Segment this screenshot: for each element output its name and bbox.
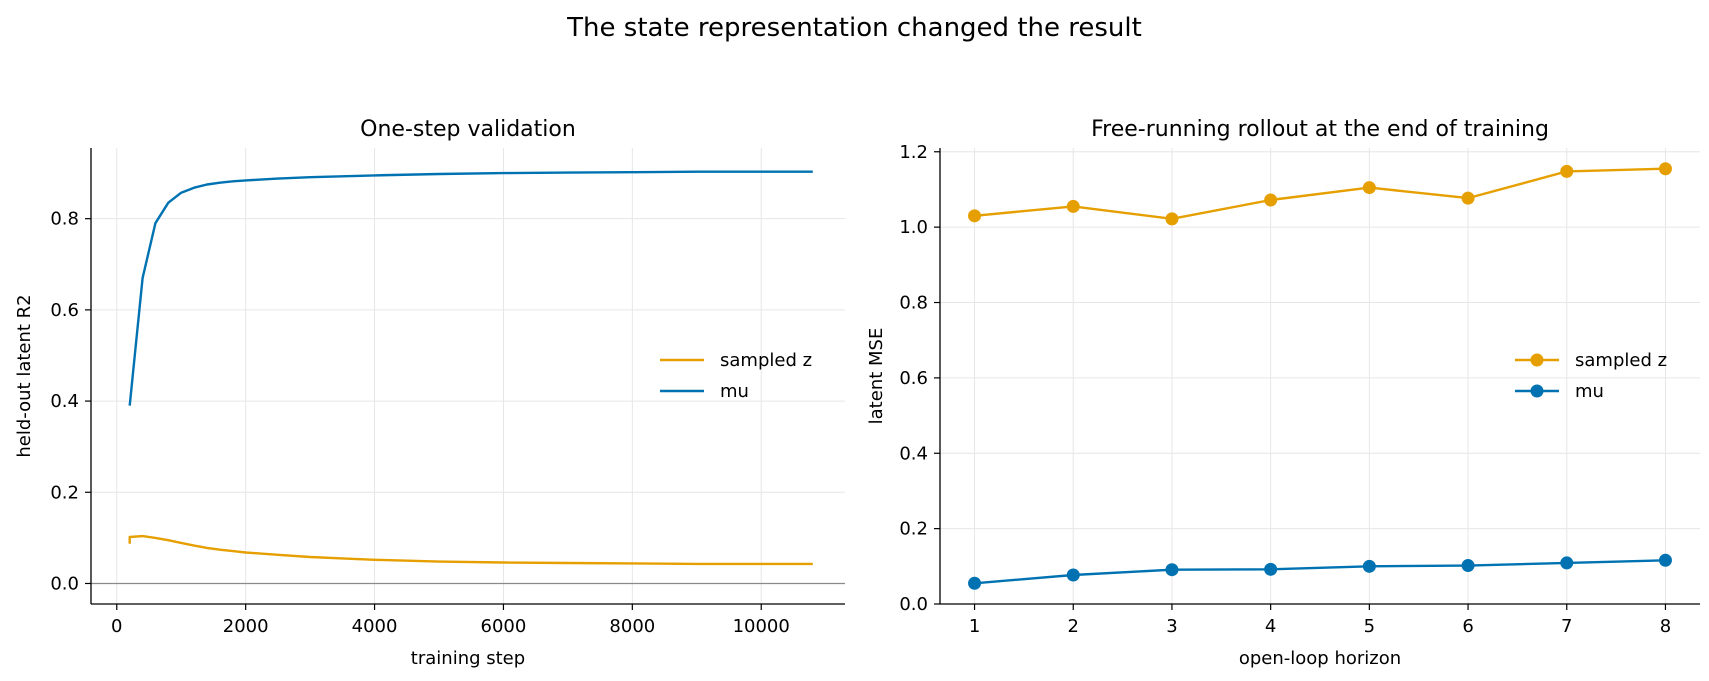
data-point-mu [968, 576, 982, 590]
data-point-sampled-z [1461, 191, 1475, 205]
data-point-sampled-z [968, 209, 982, 223]
legend: sampled z mu [660, 350, 812, 402]
x-tick-label: 10000 [733, 616, 790, 637]
y-tick-label: 0.0 [50, 573, 79, 594]
x-tick-label: 3 [1166, 616, 1177, 637]
x-tick-label: 6 [1462, 616, 1473, 637]
x-tick-label: 8000 [609, 616, 655, 637]
figure-suptitle: The state representation changed the res… [566, 13, 1142, 43]
y-tick-label: 0.8 [50, 209, 79, 230]
legend-label: mu [720, 381, 749, 402]
data-point-sampled-z [1165, 212, 1179, 226]
data-point-sampled-z [1658, 162, 1672, 176]
x-axis-label: training step [411, 648, 525, 669]
x-tick-label: 7 [1561, 616, 1572, 637]
data-point-mu [1264, 562, 1278, 576]
x-tick-label: 2 [1068, 616, 1079, 637]
legend-label: sampled z [1575, 350, 1667, 371]
x-tick-label: 6000 [481, 616, 527, 637]
x-axis-label: open-loop horizon [1239, 648, 1401, 669]
series-line-mu [974, 559, 1666, 585]
x-tick-label: 4 [1265, 616, 1276, 637]
y-tick-label: 0.2 [50, 482, 79, 503]
x-tick-label: 4000 [352, 616, 398, 637]
x-tick-label: 5 [1364, 616, 1375, 637]
legend: sampled z mu [1515, 350, 1667, 402]
legend-marker-sampled-z [1530, 353, 1544, 367]
legend-label: sampled z [720, 350, 812, 371]
series-line-sampled-z [128, 534, 813, 566]
y-tick-label: 0.8 [899, 293, 928, 314]
series-line-mu [128, 170, 813, 406]
x-tick-label: 1 [969, 616, 980, 637]
legend-label: mu [1575, 381, 1604, 402]
y-tick-label: 0.4 [899, 443, 928, 464]
y-tick-label: 0.2 [899, 519, 928, 540]
y-tick-label: 0.4 [50, 391, 79, 412]
data-point-sampled-z [1362, 181, 1376, 195]
series-line-sampled-z [974, 167, 1666, 221]
chart-title: Free-running rollout at the end of train… [1091, 117, 1549, 142]
x-tick-label: 2000 [223, 616, 269, 637]
data-point-sampled-z [1066, 199, 1080, 213]
chart-one-step-validation: 0 2000 4000 6000 8000 10000 0.0 0.2 0.4 0.6 0.8 One… [14, 117, 845, 669]
y-axis-label: latent MSE [866, 328, 887, 425]
data-point-mu [1165, 563, 1179, 577]
x-tick-label: 0 [111, 616, 122, 637]
y-tick-label: 0.0 [899, 594, 928, 615]
x-tick-label: 8 [1660, 616, 1671, 637]
data-point-mu [1658, 553, 1672, 567]
y-tick-label: 1.2 [899, 142, 928, 163]
y-tick-label: 0.6 [50, 300, 79, 321]
y-tick-label: 0.6 [899, 368, 928, 389]
legend-marker-mu [1530, 384, 1544, 398]
data-point-mu [1362, 559, 1376, 573]
y-tick-label: 1.0 [899, 217, 928, 238]
chart-title: One-step validation [360, 117, 576, 142]
chart-free-running-rollout: 1 2 3 4 5 6 7 8 0.0 0.2 0.4 0.6 0.8 1.0 1.2 Free-runnin… [866, 117, 1700, 669]
data-point-sampled-z [1560, 164, 1574, 178]
y-axis-label: held-out latent R2 [14, 294, 35, 457]
data-point-mu [1461, 559, 1475, 573]
data-point-mu [1560, 556, 1574, 570]
data-point-sampled-z [1264, 193, 1278, 207]
data-point-mu [1066, 568, 1080, 582]
